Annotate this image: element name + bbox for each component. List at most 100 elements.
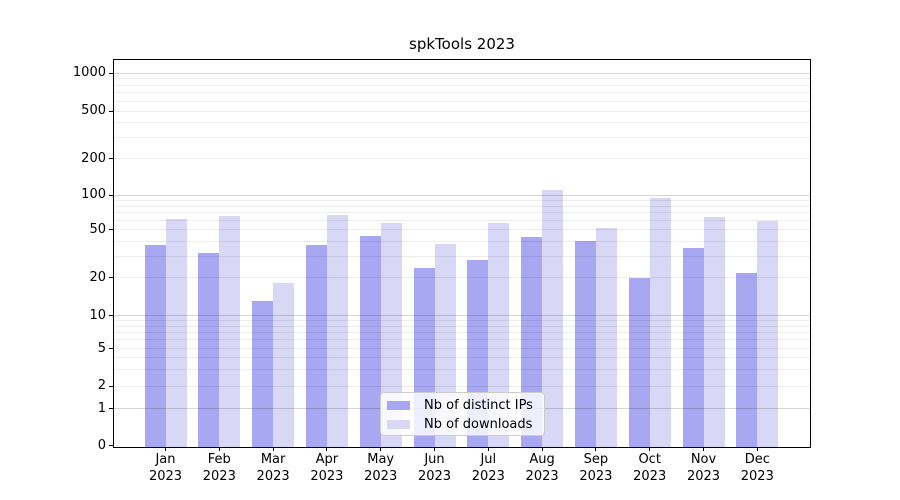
bar-downloads-apr [326,214,348,447]
y-tick-100 [109,194,113,196]
x-tick-aug [541,447,543,451]
x-tick-may [380,447,382,451]
y-tick-label-20: 20 [89,269,106,285]
bar-downloads-sep [595,227,617,447]
y-tick-label-1000: 1000 [72,65,106,80]
minor-gridline-5 [114,348,810,349]
x-tick-label-oct: Oct 2023 [618,452,682,485]
y-tick-label-50: 50 [89,221,106,237]
x-label-year-mar: 2023 [256,468,290,484]
minor-gridline-2 [114,385,810,387]
y-tick-0 [109,445,113,446]
minor-gridline-3 [114,368,810,370]
chart-title: spkTools 2023 [409,35,515,53]
major-gridline-10 [114,315,810,316]
x-label-year-feb: 2023 [202,468,236,484]
bar-downloads-jul [488,223,510,447]
x-label-month-aug: Aug [529,452,555,467]
bar-downloads-may [380,223,402,447]
minor-gridline-600 [114,100,810,102]
x-label-year-nov: 2023 [686,468,721,484]
x-label-year-sep: 2023 [579,468,613,484]
y-tick-label-0: 0 [97,437,106,453]
x-label-month-oct: Oct [638,452,661,467]
x-tick-label-aug: Aug 2023 [510,452,574,485]
minor-gridline-300 [114,137,810,138]
y-tick-1000 [109,72,113,74]
bar-distinct-ips-may [359,236,381,447]
x-label-month-jan: Jan [155,452,176,467]
bar-distinct-ips-feb [198,252,220,447]
legend-item-downloads: Nb of downloads [387,415,544,434]
bar-downloads-aug [542,190,564,447]
x-tick-oct [649,447,651,451]
x-tick-label-nov: Nov 2023 [672,452,736,485]
y-tick-500 [109,110,113,112]
bar-downloads-feb [219,215,241,447]
x-tick-label-may: May 2023 [349,452,413,485]
x-tick-label-mar: Mar 2023 [241,452,305,485]
y-tick-50 [109,229,113,230]
x-label-month-mar: Mar [260,452,286,467]
y-tick-200 [109,158,113,159]
x-tick-label-dec: Dec 2023 [725,452,789,485]
y-tick-label-5: 5 [97,340,106,356]
x-tick-mar [272,447,274,451]
legend-label-downloads: Nb of downloads [424,417,533,432]
x-tick-label-apr: Apr 2023 [295,452,359,485]
grid-layer [114,60,810,447]
x-tick-dec [756,447,758,451]
bar-distinct-ips-sep [574,241,596,447]
y-tick-label-2: 2 [97,378,106,393]
legend-swatch-distinct-ips [387,401,410,410]
minor-gridline-6 [114,339,810,341]
x-label-month-nov: Nov [690,452,717,467]
legend: Nb of distinct IPs Nb of downloads [380,392,545,436]
minor-gridline-400 [114,122,810,124]
x-tick-label-jun: Jun 2023 [403,452,467,485]
x-tick-label-jul: Jul 2023 [456,452,520,485]
x-tick-jun [434,447,435,451]
y-tick-label-200: 200 [81,150,106,166]
x-label-year-dec: 2023 [740,468,774,484]
bar-downloads-jan [165,218,187,447]
x-tick-apr [326,447,328,451]
y-tick-5 [109,348,113,349]
minor-gridline-40 [114,240,810,242]
legend-item-distinct-ips: Nb of distinct IPs [387,396,544,415]
y-tick-label-1: 1 [97,400,106,416]
major-gridline-100 [114,194,810,196]
bar-distinct-ips-dec [736,272,758,447]
x-label-year-jan: 2023 [148,468,183,484]
x-tick-label-feb: Feb 2023 [187,452,251,485]
bar-distinct-ips-nov [682,248,704,447]
minor-gridline-8 [114,325,810,327]
x-tick-feb [218,447,220,451]
minor-gridline-800 [114,84,810,86]
minor-gridline-70 [114,212,810,214]
x-tick-jan [165,447,166,451]
x-tick-nov [703,447,704,451]
x-label-month-apr: Apr [315,452,339,467]
x-label-month-feb: Feb [207,452,231,467]
x-tick-sep [595,447,597,451]
y-tick-label-100: 100 [81,187,106,202]
x-label-month-jun: Jun [424,452,445,467]
legend-swatch-downloads [387,420,410,429]
bar-downloads-mar [273,283,295,447]
bar-distinct-ips-mar [252,301,274,447]
y-tick-label-10: 10 [89,307,106,323]
x-label-month-may: May [367,452,395,467]
x-label-year-jul: 2023 [471,468,505,484]
minor-gridline-200 [114,158,810,159]
minor-gridline-500 [114,110,810,112]
minor-gridline-700 [114,92,810,94]
minor-gridline-20 [114,277,810,278]
minor-gridline-90 [114,199,810,201]
minor-gridline-50 [114,229,810,230]
major-gridline-1000 [114,72,810,74]
x-label-month-sep: Sep [583,452,609,467]
x-label-year-oct: 2023 [633,468,667,484]
x-label-month-dec: Dec [744,452,770,467]
